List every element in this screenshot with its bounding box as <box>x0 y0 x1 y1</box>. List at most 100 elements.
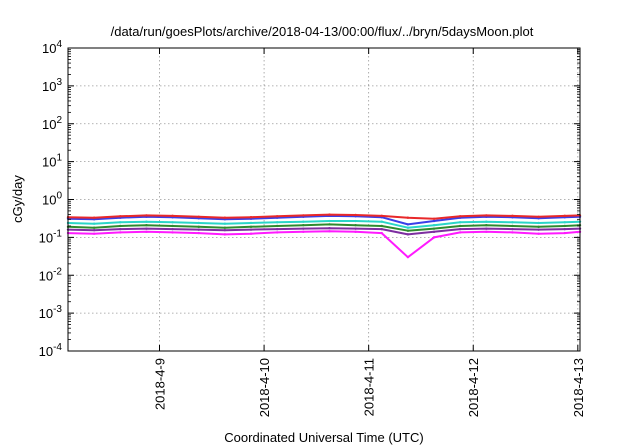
data-point <box>171 227 174 231</box>
data-point <box>171 221 174 224</box>
data-point <box>432 227 436 230</box>
data-point <box>563 227 566 231</box>
data-point <box>328 219 331 223</box>
chart-title: /data/run/goesPlots/archive/2018-04-13/0… <box>111 24 534 39</box>
y-tick-label: 10-3 <box>39 304 63 321</box>
data-point <box>458 224 462 228</box>
data-point <box>485 230 488 234</box>
y-tick-label: 103 <box>42 77 62 94</box>
y-tick-label: 102 <box>42 115 62 132</box>
y-axis-label: cGy/day <box>10 175 25 223</box>
data-point <box>328 213 331 216</box>
gridlines <box>68 48 580 351</box>
data-point <box>458 227 462 231</box>
data-point <box>119 221 122 224</box>
data-point <box>249 225 253 229</box>
data-point <box>485 220 488 223</box>
data-point <box>511 221 514 224</box>
data-point <box>380 231 383 235</box>
data-point <box>302 223 305 227</box>
data-point <box>354 213 357 217</box>
data-point <box>223 216 227 219</box>
data-point <box>145 230 148 234</box>
series-line <box>67 230 581 259</box>
data-point <box>197 231 200 235</box>
y-tick-label: 10-2 <box>39 266 63 283</box>
data-point <box>432 230 436 234</box>
data-point <box>432 236 436 239</box>
data-point <box>92 216 96 219</box>
data-point <box>275 231 279 234</box>
data-point <box>302 230 305 234</box>
data-point <box>249 221 253 225</box>
data-point <box>145 214 148 217</box>
data-point <box>92 228 96 232</box>
data-point <box>171 214 174 218</box>
data-point <box>354 227 357 230</box>
data-point <box>537 232 540 235</box>
data-point <box>458 231 462 234</box>
data-point <box>145 220 148 223</box>
data-point <box>354 223 357 227</box>
y-tick-label: 100 <box>42 191 62 208</box>
y-axis: 10-4 10-3 10-2 10-1 100 101 102 103 104 <box>39 39 580 359</box>
data-point <box>563 214 566 218</box>
data-point <box>119 227 122 231</box>
data-point <box>249 232 253 235</box>
data-point <box>537 221 540 225</box>
series-group <box>66 213 582 259</box>
data-point <box>92 222 96 225</box>
x-axis-label: Coordinated Universal Time (UTC) <box>224 430 423 445</box>
data-point <box>563 224 566 228</box>
data-point <box>537 228 540 231</box>
data-point <box>354 230 357 234</box>
data-point <box>511 231 514 234</box>
data-point <box>223 228 227 232</box>
data-point <box>380 214 383 218</box>
data-point <box>275 215 279 218</box>
y-tick-label: 101 <box>42 153 62 170</box>
x-tick-label: 2018-4-11 <box>362 358 377 416</box>
data-point <box>380 220 383 223</box>
data-point <box>249 216 253 219</box>
data-point <box>145 223 148 227</box>
data-point <box>406 216 410 219</box>
data-point <box>511 224 514 228</box>
data-point <box>275 227 279 231</box>
data-point <box>197 225 200 229</box>
data-point <box>302 220 305 223</box>
data-point <box>197 215 200 218</box>
data-point <box>485 223 488 227</box>
data-point <box>511 227 514 231</box>
data-point <box>119 215 122 218</box>
data-point <box>406 223 410 226</box>
data-point <box>275 224 279 228</box>
data-point <box>92 226 96 229</box>
y-tick-label: 10-1 <box>39 228 63 245</box>
data-point <box>380 224 383 228</box>
y-tick-label: 10-4 <box>39 342 63 359</box>
data-point <box>432 223 436 227</box>
data-point <box>119 231 122 234</box>
data-point <box>406 226 410 229</box>
data-point <box>511 214 514 218</box>
x-axis: 2018-4-9 2018-4-10 2018-4-11 2018-4-12 2018-… <box>153 48 586 417</box>
data-point <box>197 221 200 225</box>
data-point <box>328 230 331 233</box>
data-point <box>406 233 410 236</box>
data-point <box>432 217 436 220</box>
data-point <box>171 231 174 234</box>
data-point <box>249 228 253 231</box>
data-point <box>92 232 96 235</box>
data-point <box>223 226 227 229</box>
data-point <box>119 224 122 228</box>
data-point <box>275 221 279 224</box>
data-point <box>302 214 305 217</box>
data-point <box>537 215 540 218</box>
data-point <box>563 221 566 224</box>
data-point <box>485 227 488 230</box>
x-tick-label: 2018-4-12 <box>466 358 481 417</box>
data-point <box>145 227 148 230</box>
data-point <box>458 221 462 224</box>
